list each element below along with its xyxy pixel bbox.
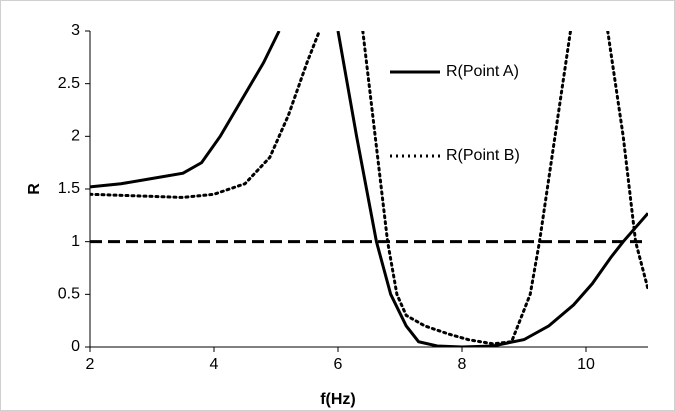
x-tick-label: 4	[210, 356, 219, 373]
y-tick-label: 0	[71, 338, 80, 355]
y-tick-label: 1	[71, 233, 80, 250]
series-line	[90, 31, 648, 346]
series-line	[90, 31, 648, 347]
y-axis-label: R	[26, 183, 43, 195]
x-tick-label: 10	[577, 356, 595, 373]
x-axis-label: f(Hz)	[320, 391, 356, 408]
y-tick-label: 3	[71, 22, 80, 39]
x-tick-label: 6	[334, 356, 343, 373]
y-tick-label: 2	[71, 128, 80, 145]
y-tick-label: 1.5	[58, 180, 80, 197]
x-tick-label: 8	[458, 356, 467, 373]
x-tick-label: 2	[86, 356, 95, 373]
legend-label: R(Point A)	[446, 63, 519, 80]
y-tick-label: 0.5	[58, 286, 80, 303]
y-tick-label: 2.5	[58, 75, 80, 92]
legend-label: R(Point B)	[446, 147, 520, 164]
